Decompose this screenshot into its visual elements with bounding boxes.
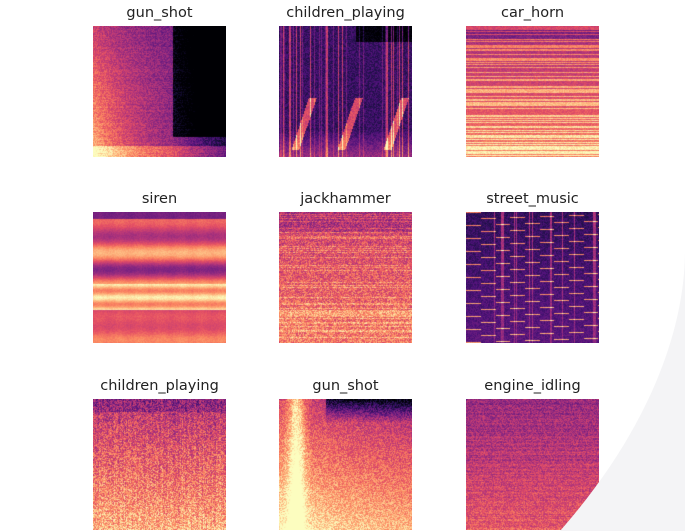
- spectrogram-image: [466, 212, 599, 343]
- panel-title: street_music: [486, 191, 579, 207]
- spectrogram-image: [93, 26, 226, 157]
- spectrogram-image: [466, 399, 599, 530]
- spectrogram-image: [279, 26, 412, 157]
- panel-title: gun_shot: [126, 5, 193, 21]
- spectrogram-image: [93, 399, 226, 530]
- panel-title: engine_idling: [484, 378, 581, 394]
- panel-title: children_playing: [286, 5, 405, 21]
- panel-title: jackhammer: [300, 191, 391, 207]
- spectrogram-image: [93, 212, 226, 343]
- spectrogram-image: [279, 212, 412, 343]
- panel-title: children_playing: [100, 378, 219, 394]
- panel-title: siren: [141, 191, 178, 207]
- panel-title: gun_shot: [312, 378, 379, 394]
- panel-title: car_horn: [500, 5, 565, 21]
- spectrogram-image: [279, 399, 412, 530]
- spectrogram-image: [466, 26, 599, 157]
